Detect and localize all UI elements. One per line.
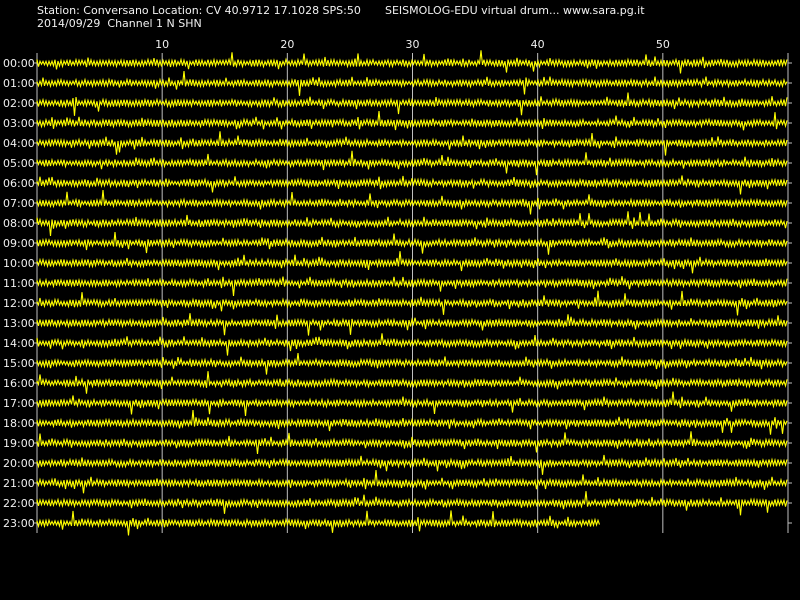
row-label: 09:00 — [3, 237, 35, 250]
row-label: 04:00 — [3, 137, 35, 150]
x-tick-label: 40 — [531, 38, 545, 51]
trace-0600 — [36, 175, 788, 195]
row-label: 10:00 — [3, 257, 35, 270]
trace-0500 — [36, 150, 788, 176]
row-label: 15:00 — [3, 357, 35, 370]
trace-1700 — [36, 391, 788, 416]
trace-0000 — [36, 50, 788, 74]
row-label: 22:00 — [3, 497, 35, 510]
row-label: 19:00 — [3, 437, 35, 450]
source-info: SEISMOLOG-EDU virtual drum... www.sara.p… — [385, 4, 645, 17]
trace-0700 — [36, 190, 788, 215]
trace-1200 — [36, 290, 788, 316]
row-label: 07:00 — [3, 197, 35, 210]
trace-0100 — [36, 71, 788, 96]
row-label: 02:00 — [3, 97, 35, 110]
row-label: 17:00 — [3, 397, 35, 410]
trace-1600 — [36, 371, 788, 394]
trace-1800 — [36, 410, 788, 435]
trace-2300 — [36, 510, 601, 536]
trace-1500 — [36, 353, 788, 375]
row-label: 18:00 — [3, 417, 35, 430]
trace-0800 — [36, 211, 788, 236]
row-label: 00:00 — [3, 57, 35, 70]
x-tick-label: 10 — [155, 38, 169, 51]
trace-2200 — [36, 491, 788, 516]
x-tick-label: 30 — [406, 38, 420, 51]
row-label: 06:00 — [3, 177, 35, 190]
trace-0900 — [36, 232, 788, 255]
trace-0300 — [36, 111, 788, 131]
row-label: 14:00 — [3, 337, 35, 350]
row-label: 01:00 — [3, 77, 35, 90]
trace-1900 — [36, 431, 788, 454]
trace-0200 — [36, 92, 788, 116]
row-label: 12:00 — [3, 297, 35, 310]
trace-1000 — [36, 251, 788, 274]
row-label: 05:00 — [3, 157, 35, 170]
trace-1300 — [36, 313, 788, 336]
row-label: 11:00 — [3, 277, 35, 290]
station-info: Station: Conversano Location: CV 40.9712… — [37, 4, 361, 17]
row-label: 03:00 — [3, 117, 35, 130]
row-label: 16:00 — [3, 377, 35, 390]
row-label: 20:00 — [3, 457, 35, 470]
trace-1400 — [36, 333, 788, 356]
row-label: 13:00 — [3, 317, 35, 330]
x-tick-label: 50 — [656, 38, 670, 51]
trace-0400 — [36, 131, 788, 156]
trace-2100 — [36, 470, 788, 494]
x-tick-label: 20 — [280, 38, 294, 51]
row-label: 23:00 — [3, 517, 35, 530]
trace-1100 — [36, 276, 788, 296]
row-label: 08:00 — [3, 217, 35, 230]
row-label: 21:00 — [3, 477, 35, 490]
date-channel-info: 2014/09/29 Channel 1 N SHN — [37, 17, 202, 30]
trace-2000 — [36, 454, 788, 475]
